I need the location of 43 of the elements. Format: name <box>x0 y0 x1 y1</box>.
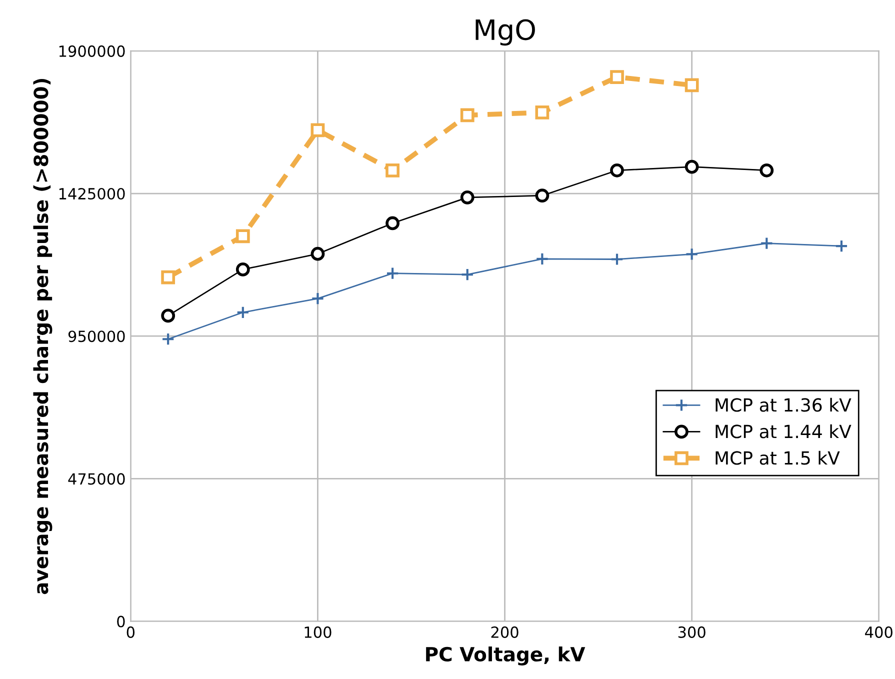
point <box>161 270 176 284</box>
y-tick-label: 0 <box>117 616 125 628</box>
point <box>610 70 624 84</box>
x-tick-label: 200 <box>491 626 518 638</box>
chart-title: MgO <box>476 19 535 46</box>
x-tick-label: 100 <box>304 626 332 638</box>
y-axis-title: average measured charge per pulse (>800000) <box>33 78 52 594</box>
point <box>685 248 698 261</box>
point <box>684 160 699 174</box>
point <box>760 163 774 178</box>
x-tick-label: 300 <box>678 626 706 638</box>
point <box>610 252 624 266</box>
point <box>610 163 624 178</box>
legend-label: MCP at 1.5 kV <box>716 450 840 465</box>
y-tick-label: 950000 <box>68 330 125 342</box>
point <box>161 308 176 323</box>
point <box>760 236 774 250</box>
point <box>684 78 699 92</box>
point <box>236 262 250 276</box>
point <box>536 252 549 266</box>
x-axis-title: PC Voltage, kV <box>426 646 586 666</box>
point <box>834 239 848 253</box>
point <box>386 163 400 178</box>
point <box>161 332 175 346</box>
point <box>386 216 400 230</box>
point <box>236 229 250 244</box>
point <box>311 292 324 306</box>
legend-label: MCP at 1.44 kV <box>716 424 852 438</box>
point <box>535 188 550 203</box>
point <box>386 266 400 280</box>
point <box>310 123 325 138</box>
y-tick-label: 1900000 <box>59 45 125 57</box>
x-tick-label: 0 <box>126 626 135 638</box>
x-tick-label: 400 <box>865 626 892 638</box>
point <box>236 306 250 319</box>
point <box>460 190 474 204</box>
legend-label: MCP at 1.36 kV <box>716 398 852 412</box>
point <box>460 108 474 122</box>
point <box>535 106 550 120</box>
point <box>460 268 474 282</box>
y-tick-label: 1425000 <box>59 188 125 200</box>
point <box>310 246 325 261</box>
y-tick-label: 475000 <box>68 473 125 485</box>
